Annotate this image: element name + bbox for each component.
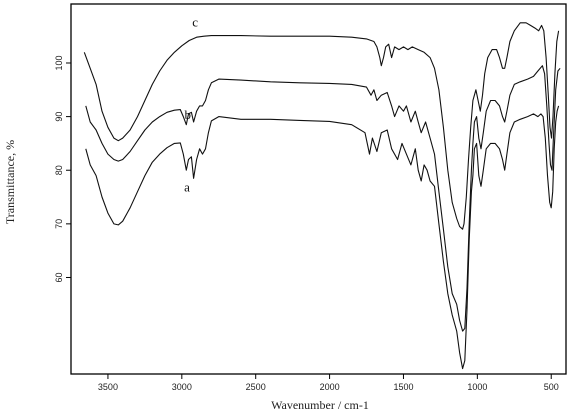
series-line-a (85, 105, 560, 370)
x-tick-label: 1500 (393, 382, 413, 392)
x-tick-label: 3500 (98, 382, 118, 392)
x-tick-label: 500 (544, 382, 559, 392)
x-tick-label: 1000 (467, 382, 487, 392)
y-axis-title: Transmittance, % (3, 140, 17, 224)
x-tick-label: 2000 (320, 382, 340, 392)
x-axis-title: Wavenumber / cm-1 (271, 398, 369, 412)
y-tick-label: 80 (54, 165, 64, 175)
curve-label-c: c (192, 15, 198, 30)
plot-frame (70, 3, 567, 375)
x-axis: 3500 3000 2500 2000 1500 1000 500 (98, 374, 559, 392)
series-line-b (85, 65, 561, 332)
y-tick-label: 60 (54, 272, 64, 282)
curve-group (83, 22, 561, 370)
y-tick-label: 70 (54, 219, 64, 229)
y-tick-label: 100 (54, 55, 64, 70)
curve-label-a: a (184, 180, 190, 195)
x-tick-label: 2500 (246, 382, 266, 392)
x-tick-label: 3000 (172, 382, 192, 392)
curve-label-b: b (184, 107, 191, 122)
curve-labels: a b c (184, 15, 198, 195)
y-axis: 60 70 80 90 100 (54, 55, 71, 282)
series-line-c (83, 22, 560, 230)
y-tick-label: 90 (54, 112, 64, 122)
